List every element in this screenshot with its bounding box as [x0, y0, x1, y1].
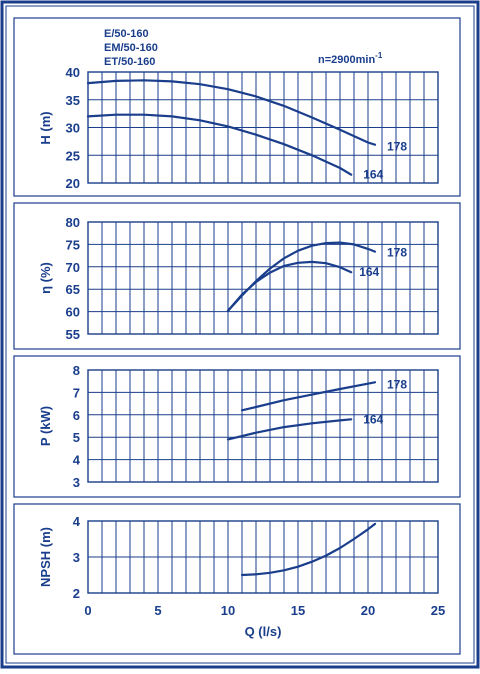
series-line-head-164	[86, 113, 353, 176]
x-tick-label: 25	[431, 603, 445, 618]
y-tick-label: 60	[66, 305, 80, 320]
speed-exponent: -1	[375, 51, 383, 60]
x-tick-label: 15	[291, 603, 305, 618]
panel-frame-power	[13, 355, 461, 498]
y-axis-label: H (m)	[38, 111, 53, 144]
y-tick-label: 4	[73, 453, 81, 468]
y-tick-label: 7	[73, 385, 80, 400]
y-tick-label: 8	[73, 363, 80, 378]
model-label-1: E/50-160	[104, 28, 149, 40]
model-label-3: ET/50-160	[104, 56, 155, 68]
speed-label: n=2900min-1	[318, 51, 383, 66]
model-label-2: EM/50-160	[104, 42, 158, 54]
panel-npsh: 2 3 4 NPSH (m) 0 5 10 15 20 25 Q (l/s)	[38, 514, 445, 639]
panel-efficiency: 55 60 65 70 75 80 η (%) 178 164	[38, 215, 439, 342]
series-line-efficiency-164	[226, 260, 353, 312]
speed-value: n=2900min	[318, 54, 375, 66]
series-end-label: 164	[363, 168, 383, 182]
y-axis-label: P (kW)	[38, 406, 53, 446]
plot-frame	[87, 520, 439, 594]
plot-frame	[87, 369, 439, 483]
series-line-power-164	[226, 418, 353, 441]
panel-power: 3 4 5 6 7 8 P (kW) 178 164	[38, 363, 439, 490]
series-end-label: 164	[359, 265, 379, 279]
panel-frame-npsh	[13, 503, 461, 655]
y-tick-label: 70	[66, 260, 80, 275]
y-tick-label: 4	[73, 514, 81, 529]
y-tick-label: 20	[66, 176, 80, 191]
series-line-power-178	[240, 381, 377, 412]
y-tick-label: 25	[66, 148, 80, 163]
x-tick-label: 0	[84, 603, 91, 618]
series-end-label: 178	[387, 377, 407, 391]
y-tick-label: 80	[66, 215, 80, 230]
sheet-inner-border	[5, 5, 475, 664]
y-axis-label: NPSH (m)	[38, 527, 53, 587]
y-tick-label: 3	[73, 550, 80, 565]
series-end-label: 164	[363, 412, 383, 426]
y-tick-label: 2	[73, 586, 80, 601]
panel-head: 20 25 30 35 40 H (m) 178 164	[38, 65, 439, 191]
y-tick-label: 30	[66, 121, 80, 136]
y-tick-label: 55	[66, 327, 80, 342]
series-line-npsh	[240, 522, 377, 577]
x-tick-label: 10	[221, 603, 235, 618]
x-tick-label: 5	[154, 603, 161, 618]
series-line-head-178	[86, 79, 377, 146]
y-tick-label: 5	[73, 430, 80, 445]
series-end-label: 178	[387, 246, 407, 260]
y-tick-label: 35	[66, 93, 80, 108]
y-tick-label: 65	[66, 282, 80, 297]
plot-frame	[87, 221, 439, 335]
y-axis-label: η (%)	[38, 262, 53, 294]
plot-frame	[87, 71, 439, 184]
x-axis-label: Q (l/s)	[245, 624, 282, 639]
panel-frame-efficiency	[13, 202, 461, 350]
series-end-label: 178	[387, 140, 407, 154]
panel-frame-head	[13, 17, 461, 197]
y-tick-label: 3	[73, 475, 80, 490]
y-tick-label: 40	[66, 65, 80, 80]
y-tick-label: 6	[73, 408, 80, 423]
x-tick-label: 20	[361, 603, 375, 618]
series-line-efficiency-178	[226, 241, 377, 312]
y-tick-label: 75	[66, 237, 80, 252]
